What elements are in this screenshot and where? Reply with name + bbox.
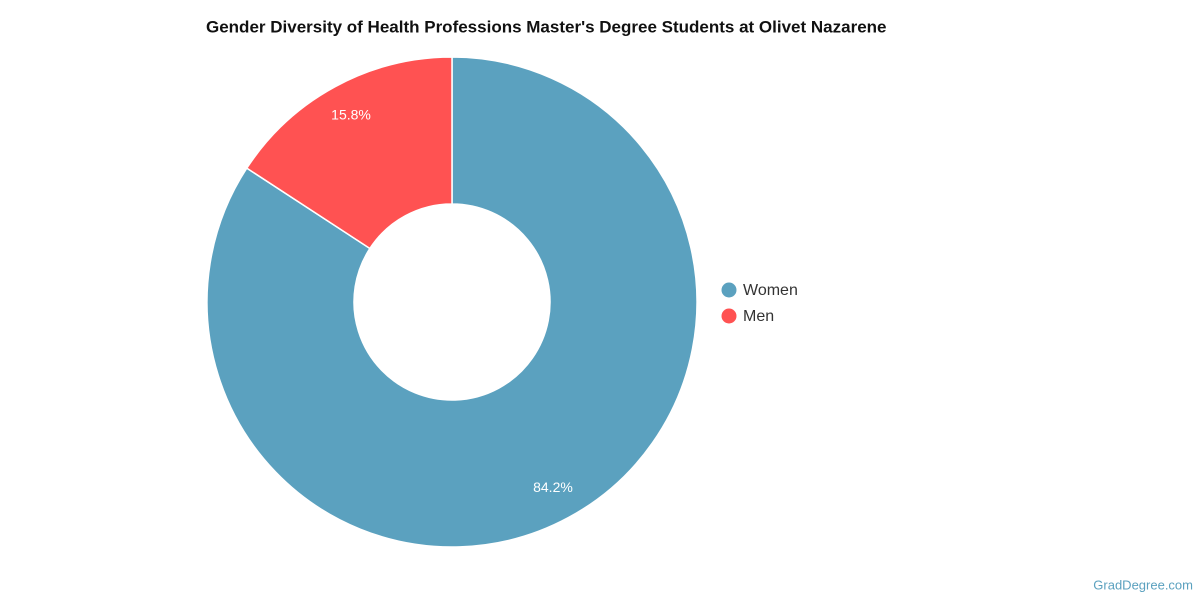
legend-marker[interactable]	[721, 282, 737, 298]
value-label: 84.2%	[533, 479, 573, 495]
chart-title: Gender Diversity of Health Professions M…	[206, 17, 887, 36]
slice	[206, 56, 698, 548]
slice	[245, 56, 453, 250]
legend-label[interactable]: Men	[743, 308, 774, 325]
legend-label[interactable]: Women	[743, 282, 798, 299]
source-link[interactable]: GradDegree.com	[1093, 577, 1193, 592]
value-label: 15.8%	[331, 106, 371, 122]
legend-marker[interactable]	[721, 308, 737, 324]
